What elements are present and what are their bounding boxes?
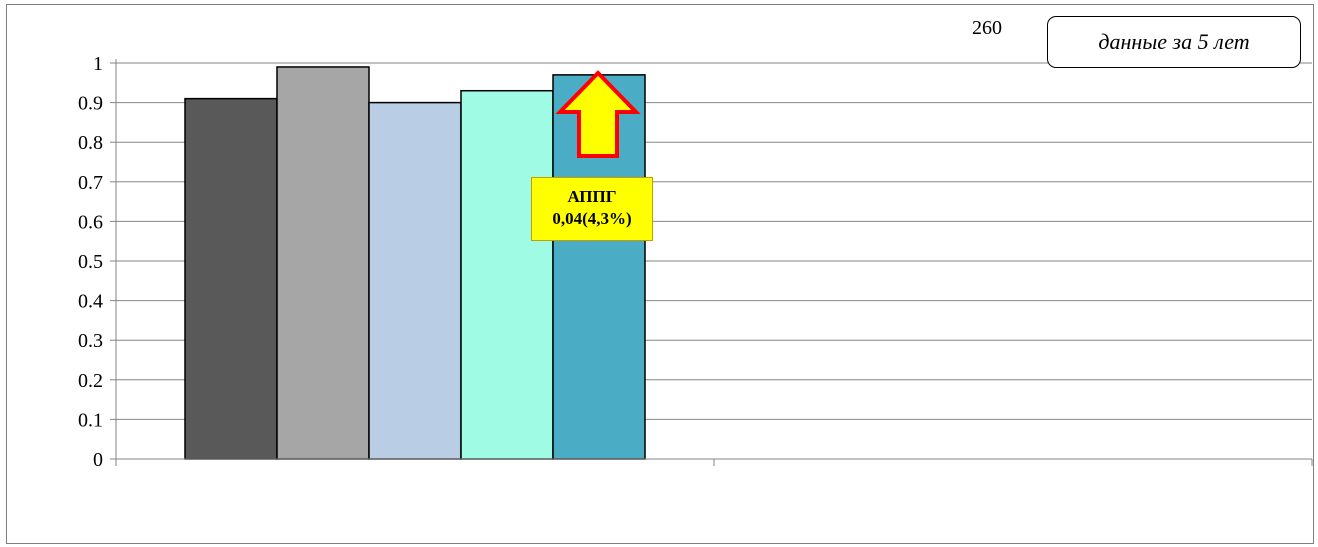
y-tick-label: 0.7 bbox=[78, 172, 103, 194]
y-tick-label: 0.2 bbox=[78, 370, 103, 392]
y-tick-label: 0.5 bbox=[78, 251, 103, 273]
y-tick-label: 0 bbox=[93, 449, 103, 471]
y-tick-label: 0.1 bbox=[78, 409, 103, 431]
y-tick-label: 0.4 bbox=[78, 291, 103, 313]
bar bbox=[368, 101, 462, 460]
y-tick-label: 0.9 bbox=[78, 93, 103, 115]
page-number: 260 bbox=[972, 17, 1002, 39]
y-tick-label: 0.8 bbox=[78, 132, 103, 154]
y-axis-ticks: 0 0.1 0.2 0.3 0.4 0.5 0.6 0.7 0.8 0.9 1 bbox=[78, 53, 116, 471]
y-tick-label: 1 bbox=[93, 53, 103, 75]
bar bbox=[276, 66, 370, 460]
y-tick-label: 0.6 bbox=[78, 211, 103, 233]
bar bbox=[184, 97, 278, 460]
chart-frame bbox=[6, 4, 1314, 544]
bar bbox=[460, 89, 554, 460]
growth-arrow-icon bbox=[555, 70, 641, 158]
growth-badge: АППГ 0,04(4,3%) bbox=[531, 177, 653, 241]
up-arrow-icon bbox=[555, 70, 641, 158]
period-note-box: данные за 5 лет bbox=[1047, 16, 1301, 68]
growth-badge-title: АППГ bbox=[567, 187, 617, 206]
growth-badge-value: 0,04(4,3%) bbox=[552, 209, 632, 228]
axes bbox=[115, 59, 1313, 466]
y-tick-label: 0.3 bbox=[78, 330, 103, 352]
bars bbox=[184, 66, 646, 460]
